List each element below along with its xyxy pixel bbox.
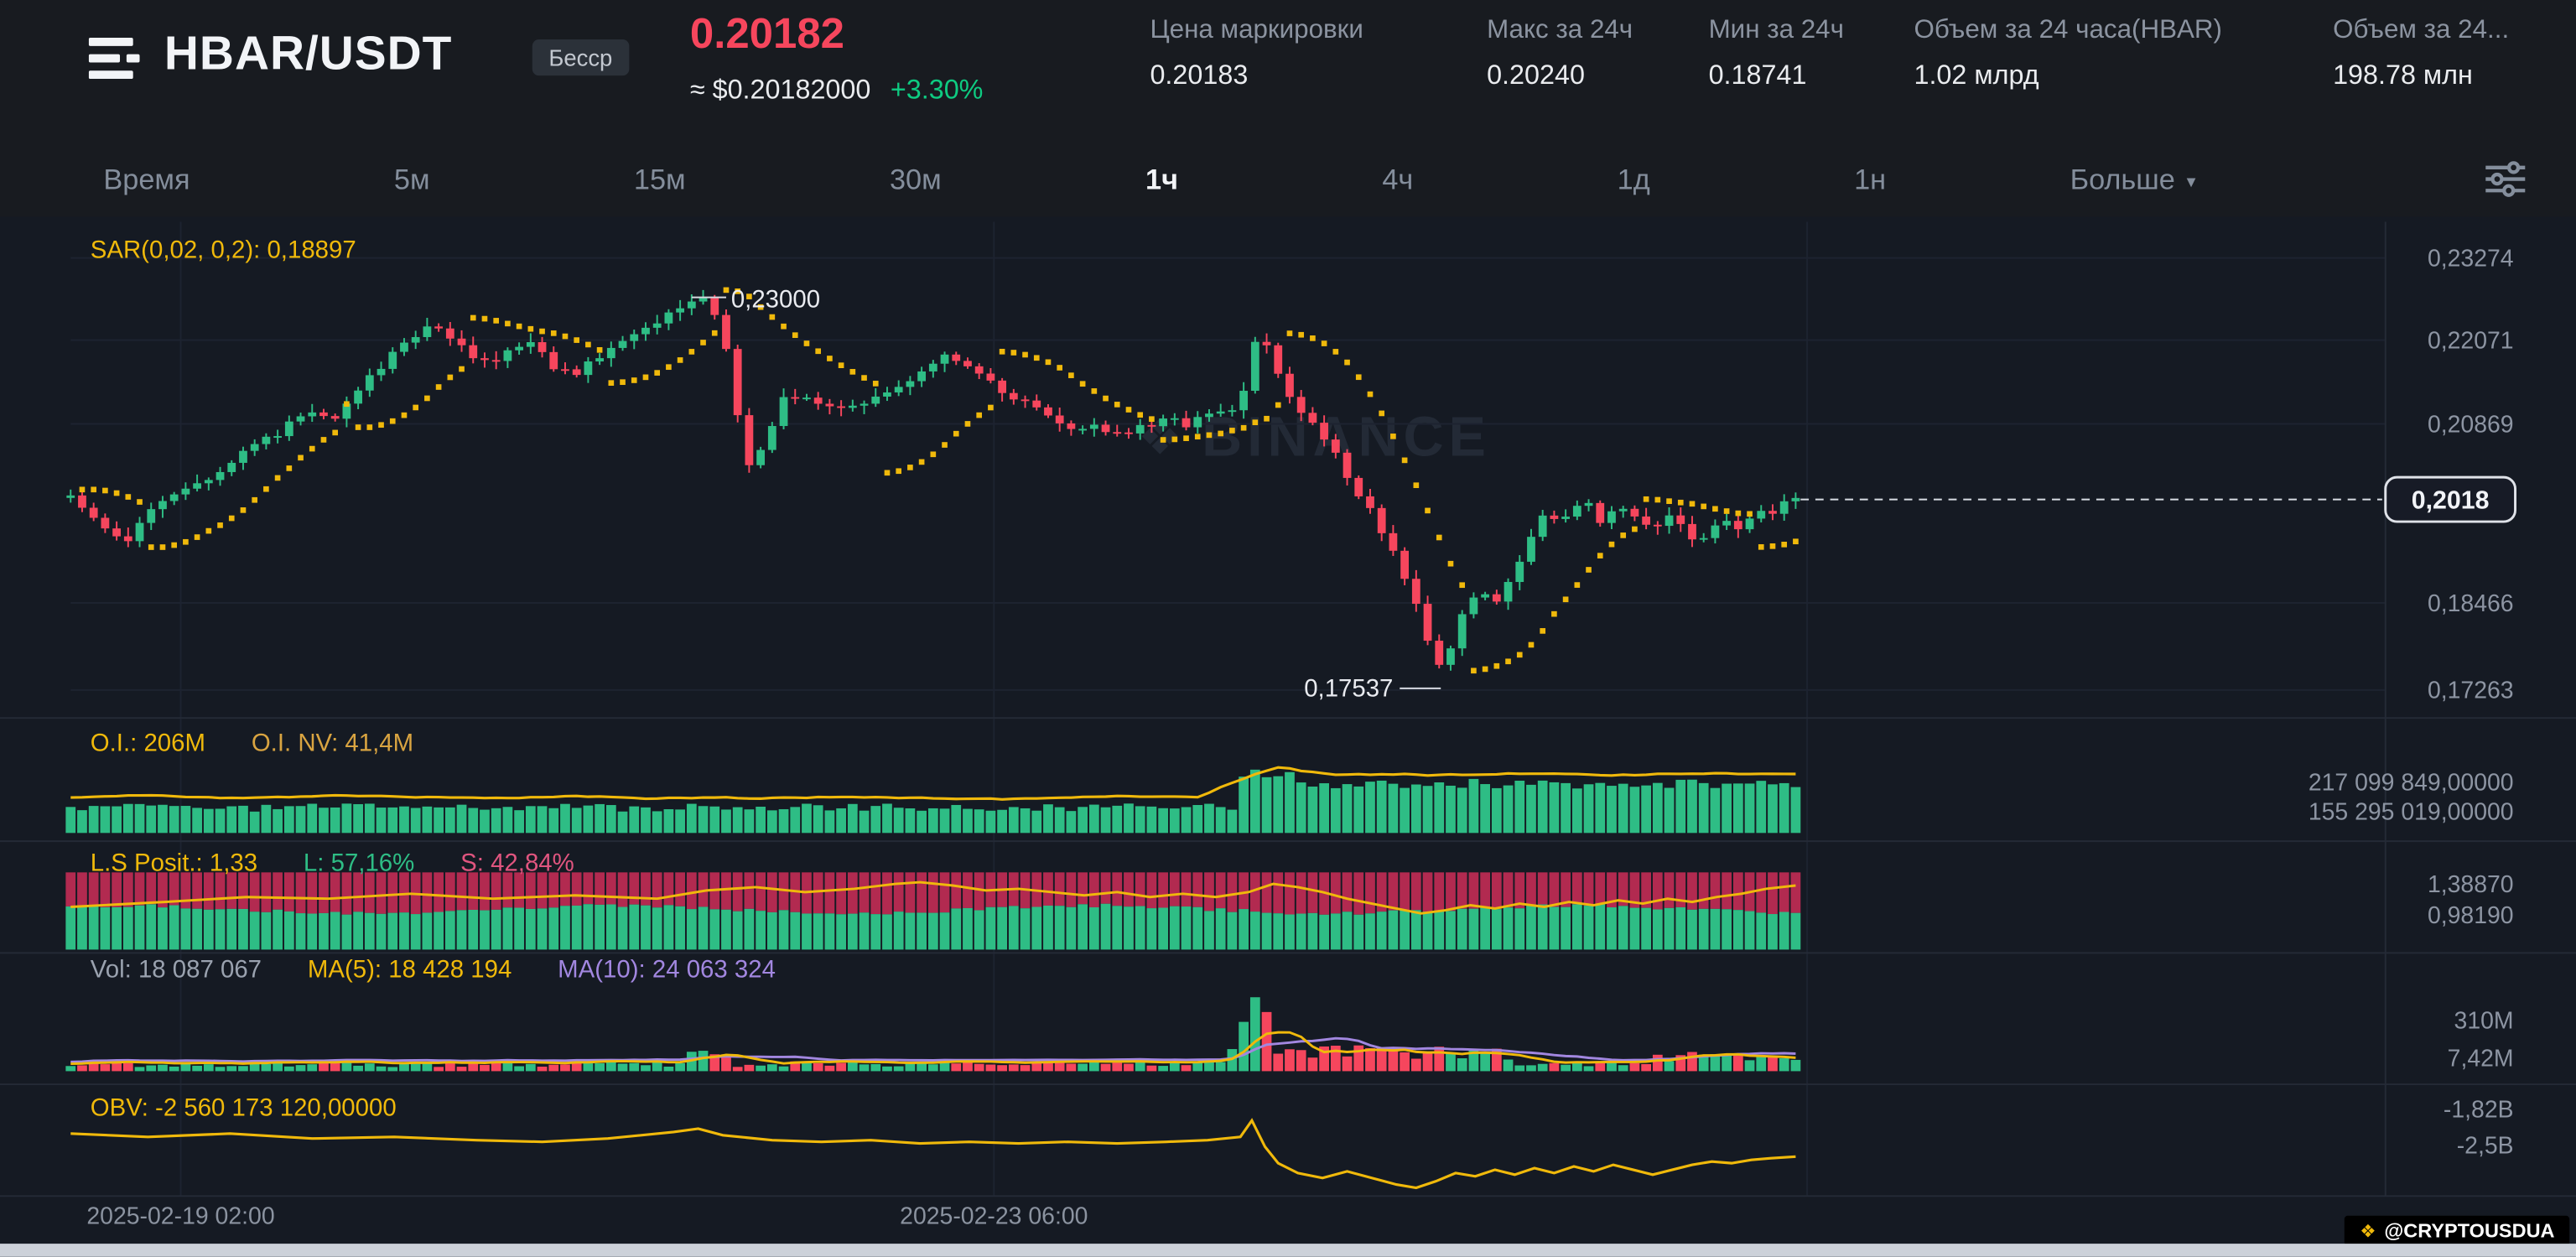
axis-label: 155 295 019,00000 [2309, 799, 2514, 826]
ls-indicator-labels[interactable]: L.S Posit.: 1,33 L: 57,16% S: 42,84% [91, 849, 574, 877]
indicator-settings-icon[interactable] [2484, 161, 2527, 197]
obv-indicator-label[interactable]: OBV: -2 560 173 120,00000 [91, 1094, 397, 1122]
credit-handle: @CRYPTOUSDUA [2384, 1218, 2555, 1243]
tab-1ч[interactable]: 1ч [1145, 161, 1179, 195]
last-price-tag: 0,2018 [1800, 475, 2517, 523]
open-interest-panel [65, 766, 1801, 834]
tab-1д[interactable]: 1д [1617, 161, 1650, 195]
chevron-down-icon: ▾ [2186, 171, 2196, 192]
vol-value: Vol: 18 087 067 [90, 956, 262, 984]
long-short-panel [65, 872, 1801, 950]
volume-indicator-labels[interactable]: Vol: 18 087 067 MA(5): 18 428 194 MA(10)… [91, 956, 776, 984]
usd-price: ≈ $0.20182000 [689, 75, 871, 106]
price-axis: 0,23274 0,22071 0,20869 0,18466 0,17263 217 0… [2309, 245, 2514, 1159]
tab-1н[interactable]: 1н [1854, 161, 1887, 195]
tab-Время[interactable]: Время [103, 161, 190, 195]
more-label: Больше [2070, 161, 2175, 195]
ma5-value: MA(5): 18 428 194 [307, 956, 512, 984]
sar-value: SAR(0,02, 0,2): 0,18897 [90, 236, 356, 265]
oi-indicator-labels[interactable]: O.I.: 206M O.I. NV: 41,4M [91, 730, 413, 757]
axis-label: 0,17263 [2428, 678, 2514, 704]
tab-5м[interactable]: 5м [393, 161, 430, 195]
more-timeframes-button[interactable]: Больше ▾ [2070, 162, 2196, 196]
oi-nv-value: O.I. NV: 41,4M [251, 729, 414, 758]
contract-type-badge[interactable]: Бесср [532, 39, 629, 76]
header: HBAR/USDT Бесср 0.20182 ≈ $0.20182000 +3… [0, 0, 2576, 141]
header-stat-3: Объем за 24 часа(HBAR) 1.02 млрд [1914, 16, 2223, 91]
time-axis-label-mid: 2025-02-23 06:00 [900, 1204, 1088, 1231]
header-stat-1: Макс за 24ч 0.20240 [1487, 16, 1633, 91]
annotation-label: 0,17537 [1304, 675, 1393, 703]
axis-label: 1,38870 [2428, 871, 2514, 898]
obv-value: OBV: -2 560 173 120,00000 [90, 1093, 397, 1123]
volume-panel [65, 997, 1801, 1072]
credit-badge: ❖ @CRYPTOUSDUA [2345, 1215, 2570, 1246]
ls-short-value: S: 42,84% [460, 849, 574, 878]
header-stat-0: Цена маркировки 0.20183 [1150, 16, 1363, 91]
axis-label: -1,82B [2444, 1096, 2514, 1123]
tab-30м[interactable]: 30м [889, 161, 942, 195]
axis-label: 7,42M [2448, 1046, 2514, 1073]
axis-label: 310M [2454, 1007, 2514, 1034]
grid [0, 221, 2576, 1197]
sar-indicator-label[interactable]: SAR(0,02, 0,2): 0,18897 [91, 236, 356, 264]
oi-value: O.I.: 206M [90, 729, 205, 758]
price-change-pct: +3.30% [890, 75, 984, 106]
price-annotations: 0,23000 0,17537 [691, 285, 1441, 703]
symbol-title[interactable]: HBAR/USDT [164, 28, 453, 81]
last-price: 0.20182 [689, 8, 844, 58]
binance-diamond-icon: ❖ [2360, 1221, 2376, 1242]
axis-label: 0,98190 [2428, 902, 2514, 929]
ls-ratio-value: L.S Posit.: 1,33 [90, 849, 258, 878]
annotation-label: 0,23000 [731, 285, 820, 313]
ma10-value: MA(10): 24 063 324 [558, 956, 776, 984]
obv-panel [70, 1118, 1796, 1190]
axis-label: 0,20869 [2428, 411, 2514, 438]
ls-long-value: L: 57,16% [303, 849, 415, 878]
app-logo-icon[interactable] [88, 34, 145, 84]
timeframe-tabs: Время 5м 15м 30м 1ч 4ч 1д 1н [103, 162, 1886, 196]
tab-4ч[interactable]: 4ч [1382, 161, 1414, 195]
tab-15м[interactable]: 15м [633, 161, 686, 195]
candlestick-series [66, 289, 1800, 671]
sar-dots [79, 287, 1799, 674]
time-axis-label-left: 2025-02-19 02:00 [86, 1204, 275, 1231]
axis-label: 217 099 849,00000 [2309, 769, 2514, 796]
axis-label: 0,23274 [2428, 245, 2514, 272]
header-stat-2: Мин за 24ч 0.18741 [1708, 16, 1844, 91]
axis-label: 0,18466 [2428, 590, 2514, 617]
axis-label: -2,5B [2457, 1132, 2514, 1159]
chart-canvas[interactable]: 0,23000 0,17537 0,2018 0,23274 0,22071 0,2086… [0, 221, 2576, 1237]
header-stat-4: Объем за 24... 198.78 млн [2333, 16, 2510, 91]
chart-scrollbar[interactable] [0, 1244, 2576, 1257]
timeframe-bar: Время 5м 15м 30м 1ч 4ч 1д 1н Больше ▾ [103, 141, 2527, 216]
axis-label: 0,22071 [2428, 327, 2514, 354]
svg-text:0,2018: 0,2018 [2412, 486, 2490, 514]
